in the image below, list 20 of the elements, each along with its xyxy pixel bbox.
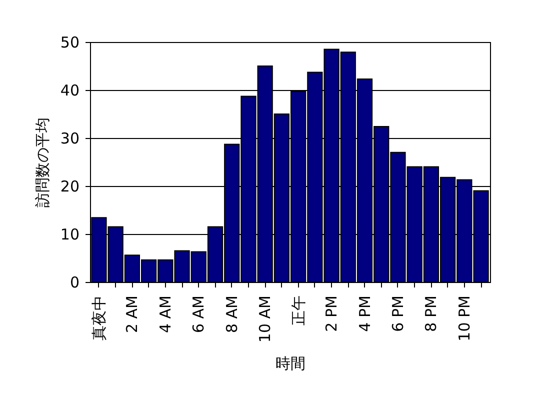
y-tick-label: 0	[70, 274, 80, 292]
x-axis-title: 時間	[276, 354, 306, 373]
x-tick-label: 10 AM	[256, 296, 274, 343]
x-tick-label: 4 AM	[156, 296, 174, 334]
x-tick-label: 4 PM	[356, 296, 374, 332]
x-tick-label: 6 PM	[388, 296, 407, 332]
x-tick-label: 2 AM	[123, 296, 142, 334]
x-tick-label: 正午	[289, 296, 308, 326]
y-tick-label: 50	[60, 34, 80, 52]
y-tick-label: 40	[60, 82, 80, 100]
x-tick-label: 10 PM	[455, 296, 474, 342]
x-tick-label: 8 AM	[222, 296, 241, 334]
x-tick-label: 2 PM	[322, 296, 341, 332]
y-tick-label: 30	[60, 130, 80, 148]
x-tick-label: 6 AM	[190, 296, 208, 334]
y-tick-label: 10	[60, 226, 80, 244]
y-axis-title: 訪問数の平均	[33, 118, 52, 208]
y-tick-label: 20	[60, 178, 80, 196]
x-tick-label: 真夜中	[90, 296, 108, 340]
x-tick-label: 8 PM	[422, 296, 440, 332]
